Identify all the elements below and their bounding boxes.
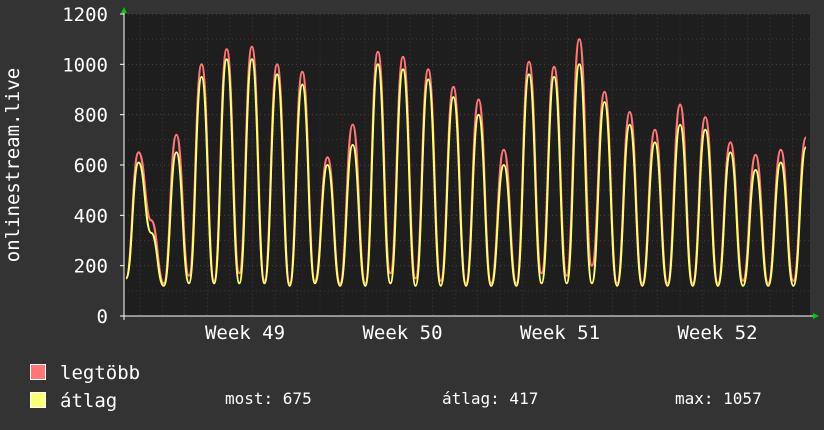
y-tick-label: 800 bbox=[74, 105, 108, 127]
y-tick-label: 600 bbox=[74, 155, 108, 177]
legend-item-max: legtöbb bbox=[30, 360, 140, 386]
y-tick-label: 1200 bbox=[62, 4, 108, 26]
y-tick-label: 200 bbox=[74, 256, 108, 278]
stat-current: most: 675 bbox=[225, 389, 312, 408]
legend-item-avg: átlag bbox=[30, 388, 117, 414]
y-tick-label: 400 bbox=[74, 205, 108, 227]
x-tick-label: Week 52 bbox=[677, 322, 757, 344]
y-axis-label: onlinestream.live bbox=[2, 68, 24, 262]
legend-swatch-max bbox=[30, 364, 46, 380]
y-axis-arrow-icon bbox=[121, 7, 127, 13]
x-axis-ticks: Week 49 Week 50 Week 51 Week 52 bbox=[205, 322, 758, 344]
y-tick-label: 0 bbox=[97, 306, 108, 328]
x-tick-label: Week 51 bbox=[520, 322, 600, 344]
x-tick-label: Week 50 bbox=[362, 322, 442, 344]
legend-label-max: legtöbb bbox=[60, 362, 141, 384]
legend-swatch-avg bbox=[30, 392, 46, 408]
stat-max: max: 1057 bbox=[675, 389, 762, 408]
y-tick-label: 1000 bbox=[62, 54, 108, 76]
legend-label-avg: átlag bbox=[60, 390, 118, 412]
stat-average: átlag: 417 bbox=[442, 389, 539, 408]
y-axis-ticks: 0 200 400 600 800 1000 1200 bbox=[62, 4, 124, 328]
series-line-avg bbox=[125, 58, 807, 287]
x-axis-arrow-icon bbox=[813, 313, 819, 319]
series-layer bbox=[124, 38, 808, 287]
x-tick-label: Week 49 bbox=[205, 322, 285, 344]
